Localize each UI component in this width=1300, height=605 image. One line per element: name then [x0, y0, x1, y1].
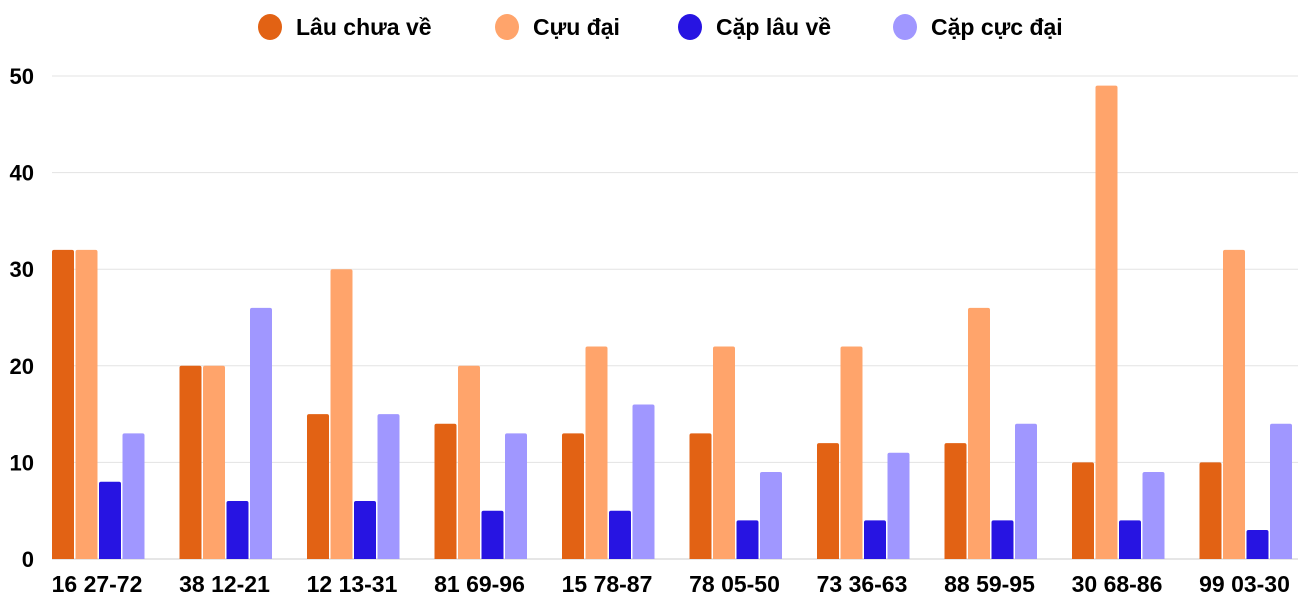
bar [226, 501, 249, 559]
bar [864, 520, 886, 559]
bar [377, 414, 400, 559]
legend-item: Cựu đại [495, 14, 620, 40]
bar [760, 472, 782, 559]
bar [179, 365, 202, 559]
bar [736, 520, 759, 559]
bar [354, 501, 376, 559]
bar [585, 346, 608, 559]
x-tick-label: 73 36-63 [817, 571, 908, 597]
x-tick-label: 30 68-86 [1072, 571, 1163, 597]
x-tick-label: 38 12-21 [179, 571, 270, 597]
y-tick-label: 0 [22, 547, 34, 572]
bar [1095, 85, 1118, 559]
bar [991, 520, 1014, 559]
bar [689, 433, 712, 559]
bar [122, 433, 145, 559]
bar [250, 307, 272, 559]
bar [75, 249, 98, 559]
legend-item: Cặp lâu về [678, 14, 831, 40]
bar [330, 269, 353, 559]
bar [840, 346, 863, 559]
legend-label: Cặp lâu về [716, 14, 831, 40]
bar [99, 481, 121, 559]
x-tick-label: 15 78-87 [562, 571, 653, 597]
x-tick-label: 99 03-30 [1199, 571, 1290, 597]
bar [817, 443, 839, 559]
y-tick-label: 10 [10, 450, 34, 475]
x-tick-label: 78 05-50 [689, 571, 780, 597]
legend-label: Cựu đại [533, 14, 620, 40]
bar [505, 433, 527, 559]
bar [1199, 462, 1222, 559]
x-tick-label: 12 13-31 [307, 571, 398, 597]
bar [458, 365, 480, 559]
bar [713, 346, 735, 559]
bar [203, 365, 225, 559]
bar [481, 510, 504, 559]
x-tick-label: 16 27-72 [52, 571, 143, 597]
y-tick-label: 40 [10, 161, 34, 186]
legend-marker-icon [258, 14, 282, 40]
legend-marker-icon [495, 14, 519, 40]
legend-label: Lâu chưa về [296, 14, 432, 40]
bar [609, 510, 631, 559]
bar [632, 404, 655, 559]
bar [52, 249, 74, 559]
y-tick-label: 50 [10, 64, 34, 89]
legend-item: Lâu chưa về [258, 14, 432, 40]
bar [887, 452, 910, 559]
x-tick-label: 88 59-95 [944, 571, 1035, 597]
bar [1015, 423, 1037, 559]
bar [307, 414, 329, 559]
bar [1223, 249, 1245, 559]
y-tick-label: 20 [10, 354, 34, 379]
bar [944, 443, 967, 559]
legend-marker-icon [893, 14, 917, 40]
bar [1142, 472, 1165, 559]
legend: Lâu chưa về Cựu đại Cặp lâu về Cặp cực đại [258, 14, 1063, 40]
bar [562, 433, 584, 559]
x-axis: 16 27-72 38 12-21 12 13-31 81 69-96 15 78-87… [52, 571, 1290, 597]
bar [968, 307, 990, 559]
legend-item: Cặp cực đại [893, 14, 1063, 40]
bar [1072, 462, 1094, 559]
x-tick-label: 81 69-96 [434, 571, 525, 597]
y-tick-label: 30 [10, 257, 34, 282]
bars [52, 85, 1292, 559]
bar [1270, 423, 1292, 559]
y-axis: 0 10 20 30 40 50 [10, 64, 34, 572]
legend-marker-icon [678, 14, 702, 40]
legend-label: Cặp cực đại [931, 14, 1063, 40]
bar [1246, 530, 1269, 559]
bar [434, 423, 457, 559]
bar [1119, 520, 1141, 559]
